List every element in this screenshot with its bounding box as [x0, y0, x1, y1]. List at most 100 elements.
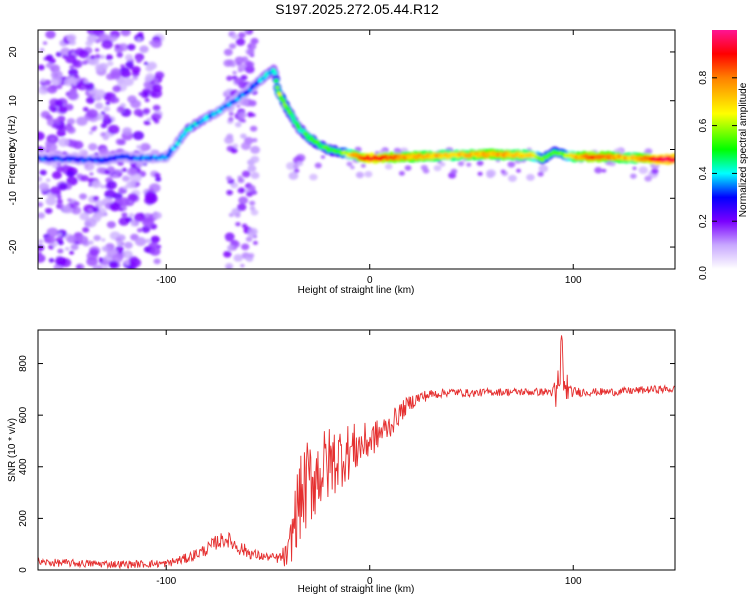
noise-blob	[58, 105, 68, 114]
noise-blob	[112, 173, 119, 179]
noise-blob	[130, 222, 136, 227]
noise-blob	[234, 212, 241, 218]
noise-blob	[106, 180, 117, 190]
noise-blob	[134, 53, 145, 61]
noise-blob	[57, 240, 64, 246]
noise-blob	[79, 212, 90, 221]
noise-blob	[118, 139, 126, 146]
noise-blob	[134, 236, 147, 247]
noise-blob	[87, 177, 95, 183]
noise-blob	[500, 169, 506, 174]
ridge-point	[272, 70, 278, 76]
noise-blob	[132, 131, 145, 141]
noise-blob	[99, 212, 106, 218]
noise-blob	[53, 118, 61, 125]
noise-blob	[127, 193, 139, 202]
noise-blob	[107, 167, 112, 171]
noise-blob	[67, 198, 73, 203]
noise-blob	[538, 164, 549, 173]
noise-blob	[486, 171, 495, 179]
noise-blob	[223, 48, 233, 56]
noise-blob	[38, 131, 45, 141]
noise-blob	[66, 33, 77, 42]
noise-blob	[246, 191, 254, 197]
ridge-point	[280, 98, 286, 103]
noise-blob	[248, 253, 255, 258]
noise-blob	[78, 50, 90, 59]
colorbar-ticks: 0.2 0.4 0.6 0.8 0.0	[698, 70, 737, 280]
noise-blob	[40, 78, 46, 83]
snr-panel: -100 0 100 0 200 400 600 800 Height of straight…	[7, 329, 676, 595]
noise-blob	[55, 165, 65, 173]
noise-blob	[309, 173, 318, 181]
noise-blob	[644, 175, 652, 182]
noise-blob	[630, 173, 637, 179]
noise-blob	[45, 178, 51, 182]
noise-blob	[137, 38, 142, 42]
noise-blob	[225, 235, 234, 242]
noise-blob	[76, 264, 82, 269]
noise-blob	[384, 163, 393, 170]
snr-ytick-label: 400	[18, 458, 29, 475]
noise-blob	[38, 64, 45, 71]
noise-blob	[144, 98, 150, 103]
noise-blob	[601, 168, 607, 173]
noise-blob	[240, 263, 245, 268]
noise-blob	[38, 182, 50, 192]
noise-blob	[55, 256, 67, 266]
noise-blob	[537, 171, 544, 177]
noise-blob	[45, 196, 57, 206]
noise-blob	[73, 74, 79, 79]
snr-ylabel: SNR (10 * v/v)	[7, 418, 18, 482]
noise-blob	[142, 217, 155, 227]
noise-blob	[248, 232, 256, 239]
noise-blob	[238, 196, 249, 205]
noise-blob	[121, 212, 128, 218]
noise-blob	[86, 256, 98, 267]
noise-blob	[38, 244, 45, 252]
noise-blob	[234, 121, 242, 128]
noise-blob	[56, 204, 61, 209]
noise-blob	[66, 118, 76, 125]
noise-blob	[240, 142, 251, 151]
noise-blob	[224, 263, 234, 269]
noise-blob	[45, 235, 56, 244]
noise-blob	[107, 124, 120, 135]
noise-blob	[120, 69, 132, 79]
noise-blob	[50, 70, 63, 80]
noise-blob	[146, 117, 152, 122]
noise-blob	[245, 236, 253, 242]
noise-blob	[249, 206, 256, 211]
noise-blob	[89, 172, 94, 176]
noise-blob	[136, 58, 142, 64]
noise-blob	[91, 180, 102, 189]
noise-blob	[153, 258, 161, 265]
noise-blob	[87, 56, 100, 66]
noise-blob	[45, 62, 53, 69]
noise-blob	[66, 176, 78, 186]
noise-blob	[49, 137, 56, 142]
noise-blob	[450, 168, 458, 175]
noise-blob	[38, 146, 44, 152]
noise-blob	[112, 253, 124, 263]
noise-blob	[71, 206, 82, 215]
snr-ytick-label: 0	[18, 567, 29, 573]
noise-blob	[120, 30, 131, 37]
noise-blob	[148, 183, 161, 193]
spectrogram-ytick-label: 20	[8, 46, 19, 58]
noise-blob	[226, 189, 233, 196]
ridge-point	[290, 116, 296, 121]
noise-blob	[151, 84, 163, 93]
noise-blob	[477, 171, 483, 176]
spectrogram-ytick-label: -20	[8, 239, 19, 254]
noise-blob	[45, 144, 52, 149]
noise-blob	[234, 56, 245, 65]
noise-blob	[476, 160, 484, 166]
spectrogram-ytick-label: -10	[8, 191, 19, 206]
colorbar-tick-label: 0.2	[698, 214, 709, 228]
noise-blob	[50, 186, 61, 195]
noise-blob	[150, 91, 157, 98]
noise-blob	[101, 238, 106, 242]
noise-blob	[122, 127, 132, 136]
snr-ytick-label: 600	[18, 406, 29, 423]
